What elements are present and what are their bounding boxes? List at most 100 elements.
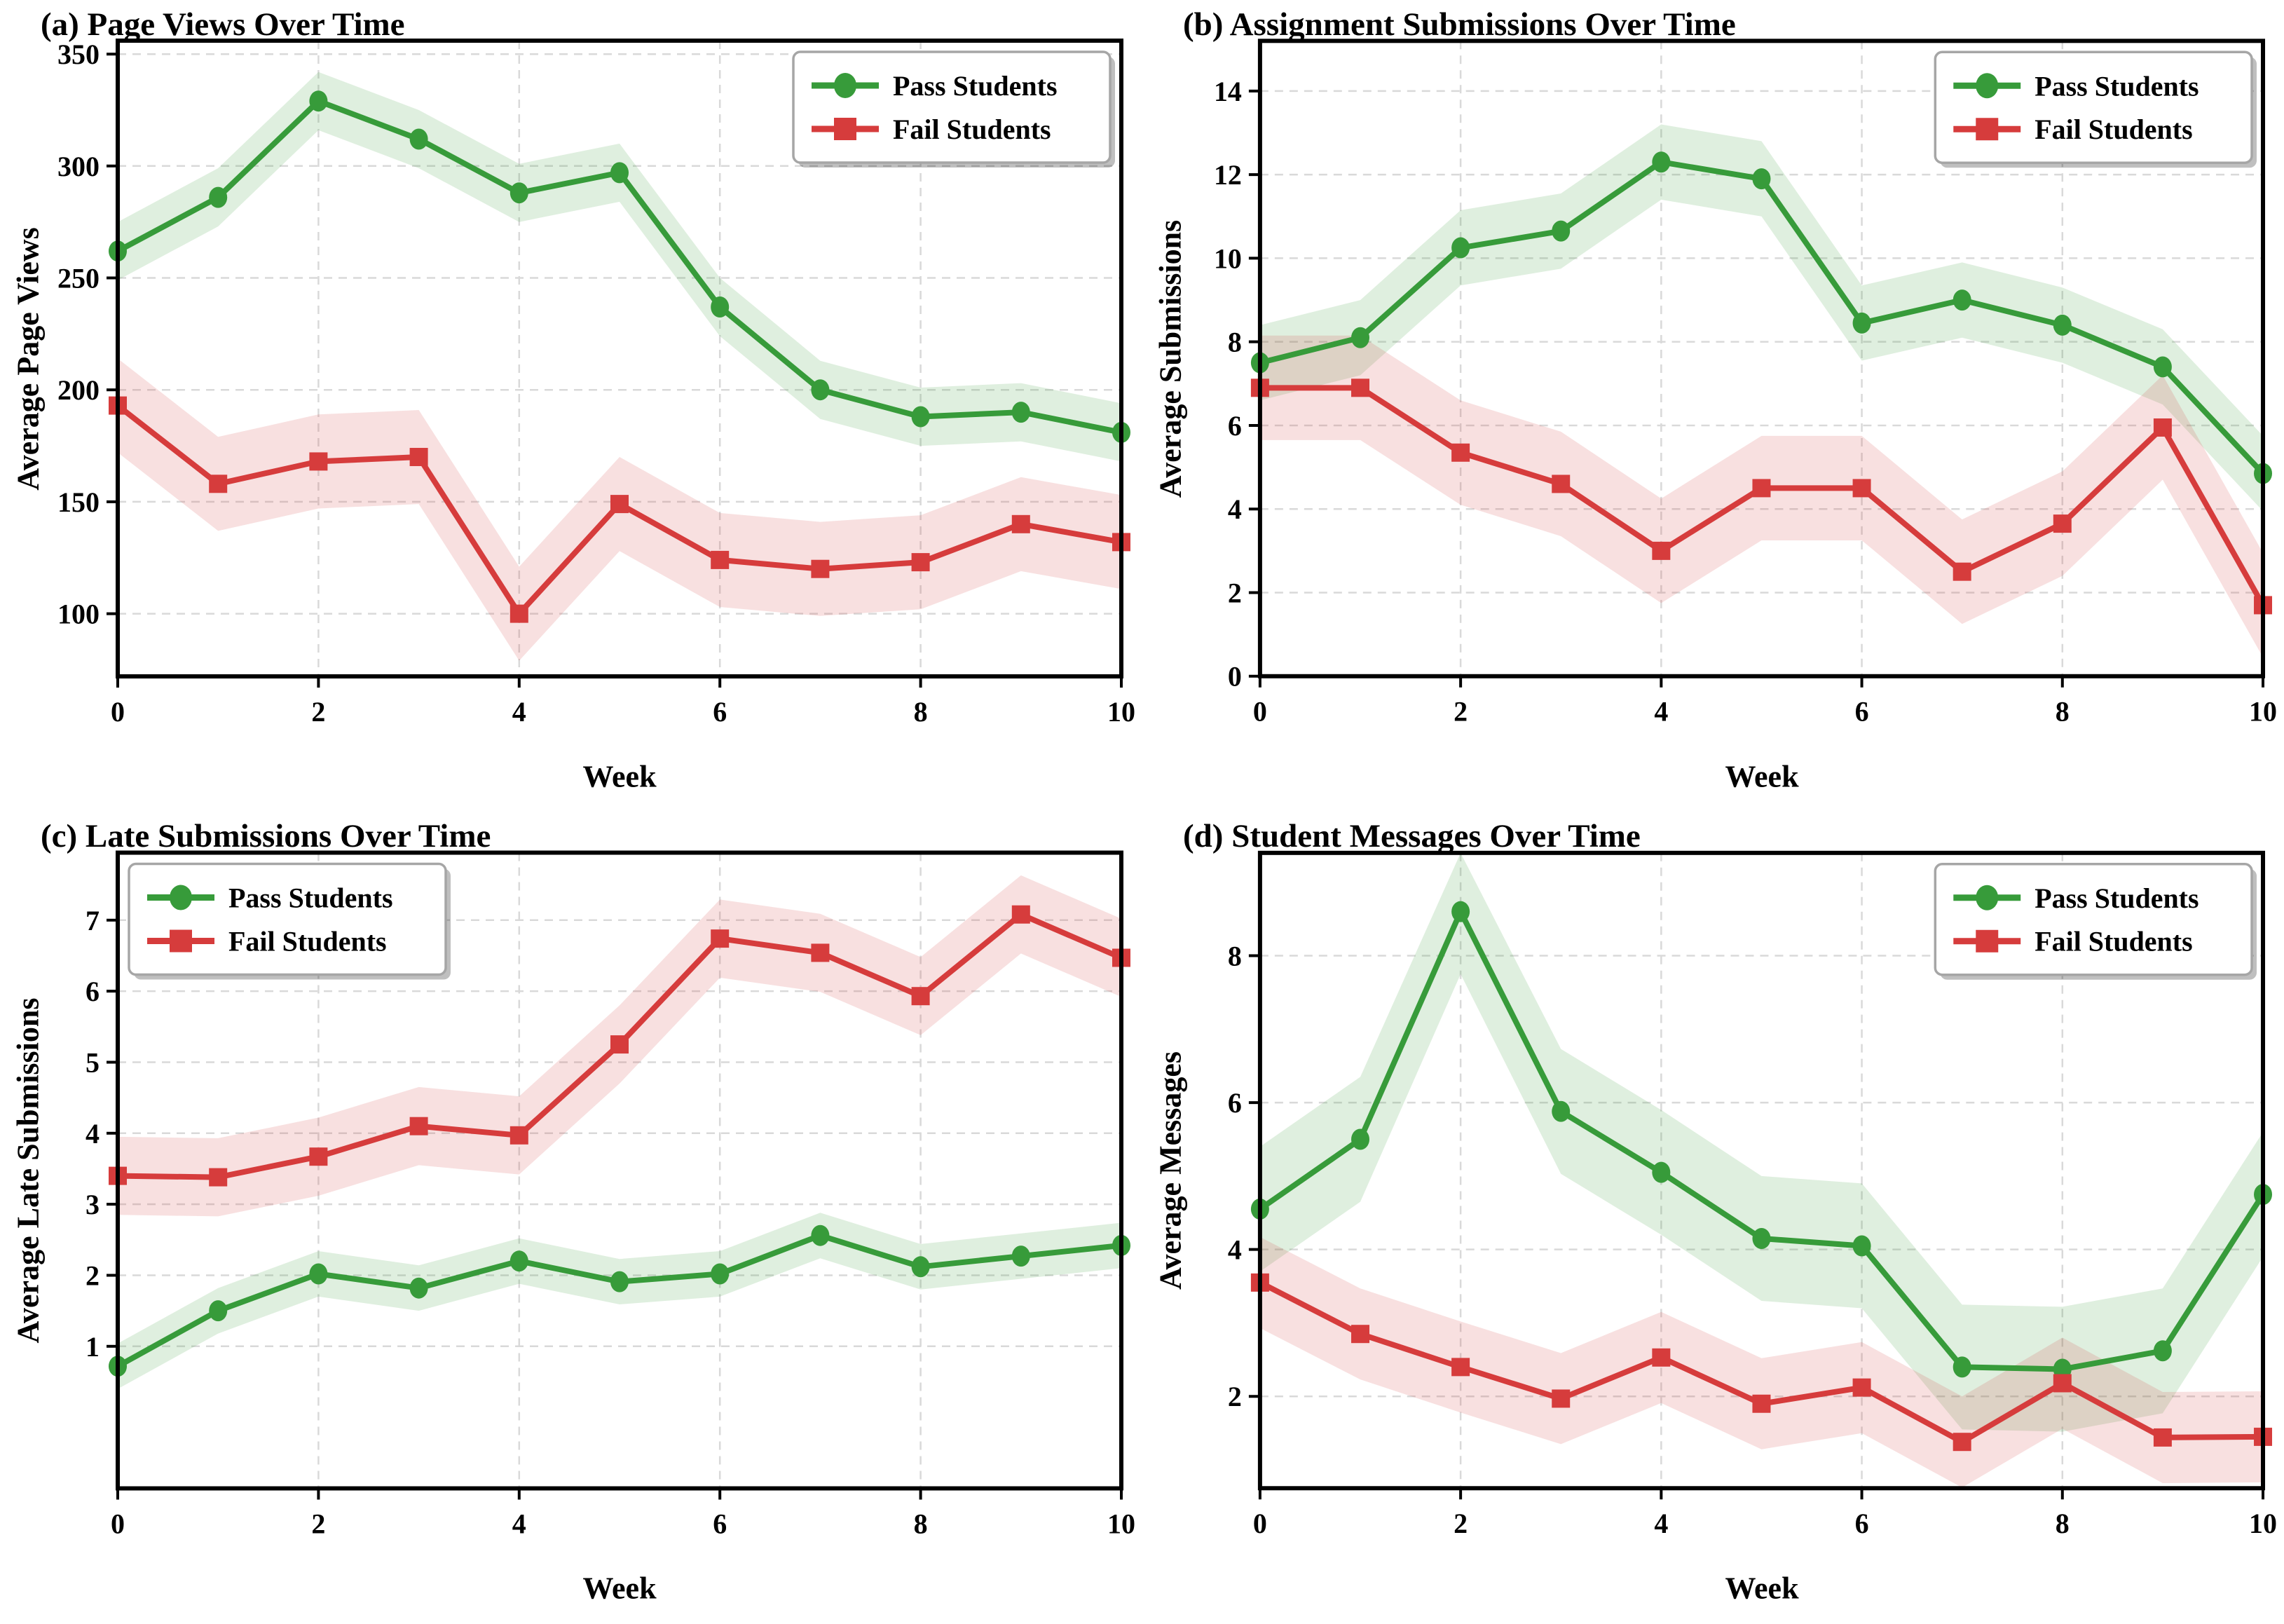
- svg-text:7: 7: [86, 905, 100, 936]
- chart-title-a: (a) Page Views Over Time: [41, 6, 405, 43]
- x-axis-label-c: Week: [582, 1571, 657, 1606]
- axis-ticks: [107, 918, 1123, 1500]
- panel-b: (b) Assignment Submissions Over Time Ave…: [1142, 0, 2284, 812]
- legend-square-marker-icon: [170, 929, 192, 953]
- panel-a: (a) Page Views Over Time Average Page Vi…: [0, 0, 1142, 812]
- tick-labels: 0 2 4 6 8 10 2 4 6 8: [1228, 941, 2277, 1540]
- svg-text:0: 0: [1228, 661, 1242, 692]
- svg-text:6: 6: [1855, 696, 1869, 728]
- data-markers-fail: [109, 396, 1130, 623]
- legend: Pass Students Fail Students: [128, 862, 451, 980]
- legend: Pass Students Fail Students: [792, 50, 1115, 168]
- svg-text:5: 5: [86, 1047, 100, 1079]
- chart-canvas-messages: 0 2 4 6 8 10 2 4 6 8 Pass Students Fail Students: [1228, 850, 2277, 1540]
- legend-square-marker-icon: [834, 118, 856, 140]
- legend-label: Fail Students: [2035, 926, 2192, 957]
- legend-label: Fail Students: [893, 114, 1051, 145]
- legend-circle-marker-icon: [834, 73, 856, 98]
- svg-text:2: 2: [86, 1260, 100, 1292]
- legend-square-marker-icon: [1976, 929, 1999, 953]
- svg-text:2: 2: [1454, 1508, 1468, 1539]
- x-axis-label-a: Week: [582, 759, 657, 794]
- svg-text:8: 8: [1228, 327, 1242, 358]
- legend-label: Pass Students: [2035, 70, 2198, 102]
- plot-border: [1257, 39, 2266, 678]
- svg-text:250: 250: [57, 263, 100, 294]
- svg-text:150: 150: [57, 486, 100, 518]
- confidence-band-pass: [1259, 124, 2264, 512]
- legend-label: Fail Students: [2035, 114, 2192, 145]
- chart-title-c: (c) Late Submissions Over Time: [41, 818, 491, 854]
- svg-text:10: 10: [1107, 696, 1135, 728]
- confidence-band-pass: [118, 1213, 1121, 1389]
- legend: Pass Students Fail Students: [1934, 50, 2257, 168]
- x-axis-label-b: Week: [1725, 759, 1799, 794]
- svg-text:6: 6: [1228, 410, 1242, 442]
- svg-text:2: 2: [1228, 578, 1242, 609]
- svg-text:6: 6: [1855, 1508, 1869, 1539]
- legend-circle-marker-icon: [1976, 73, 1999, 99]
- legend-label: Fail Students: [228, 926, 387, 957]
- legend-box: [1934, 863, 2253, 976]
- svg-text:200: 200: [57, 374, 100, 406]
- legend-label: Pass Students: [893, 70, 1058, 102]
- svg-text:4: 4: [1654, 696, 1668, 728]
- svg-text:1: 1: [86, 1331, 100, 1363]
- svg-text:2: 2: [311, 1508, 325, 1540]
- svg-text:4: 4: [1228, 493, 1242, 525]
- svg-text:8: 8: [1228, 941, 1242, 972]
- svg-text:4: 4: [1654, 1508, 1668, 1539]
- legend-label: Pass Students: [228, 882, 393, 914]
- svg-text:4: 4: [1228, 1234, 1242, 1266]
- data-markers-pass: [109, 90, 1130, 443]
- svg-text:0: 0: [111, 1508, 125, 1540]
- svg-text:6: 6: [1228, 1087, 1242, 1119]
- legend: Pass Students Fail Students: [1934, 863, 2257, 980]
- svg-text:6: 6: [713, 1508, 727, 1540]
- svg-text:12: 12: [1214, 159, 1242, 191]
- svg-text:100: 100: [57, 599, 100, 630]
- confidence-band-pass: [1259, 852, 2264, 1432]
- data-markers-pass: [1250, 151, 2273, 484]
- svg-text:2: 2: [1454, 696, 1468, 728]
- x-axis-label-d: Week: [1725, 1571, 1799, 1606]
- legend-box: [792, 50, 1112, 164]
- svg-text:300: 300: [57, 151, 100, 182]
- legend-square-marker-icon: [1976, 118, 1999, 141]
- svg-text:8: 8: [914, 696, 928, 728]
- panel-c: (c) Late Submissions Over Time Average L…: [0, 812, 1142, 1624]
- svg-text:0: 0: [111, 696, 125, 728]
- plot-border: [1257, 850, 2266, 1491]
- svg-text:4: 4: [512, 1508, 526, 1540]
- chart-canvas-page-views: 0 2 4 6 8 10 100 150 200 250 300 350 Pass Students Fa…: [57, 39, 1135, 728]
- chart-title-d: (d) Student Messages Over Time: [1183, 818, 1641, 854]
- plot-border: [116, 39, 1123, 678]
- chart-title-b: (b) Assignment Submissions Over Time: [1183, 6, 1736, 43]
- legend-box: [1934, 50, 2253, 164]
- plot-border: [116, 850, 1123, 1491]
- data-markers-pass: [109, 1224, 1130, 1377]
- legend-label: Pass Students: [2035, 882, 2198, 914]
- tick-labels: 0 2 4 6 8 10 0 2 4 6 8 10 12 14: [1214, 76, 2277, 728]
- legend-circle-marker-icon: [1976, 885, 1999, 910]
- legend-circle-marker-icon: [170, 885, 192, 910]
- data-markers-fail: [109, 905, 1130, 1187]
- svg-text:350: 350: [57, 39, 100, 70]
- tick-labels: 0 2 4 6 8 10 100 150 200 250 300 350: [57, 39, 1135, 728]
- svg-text:10: 10: [1214, 243, 1242, 274]
- svg-text:6: 6: [86, 976, 100, 1007]
- svg-text:2: 2: [311, 696, 325, 728]
- svg-text:10: 10: [1107, 1508, 1135, 1540]
- confidence-band-fail: [1259, 1236, 2264, 1488]
- svg-text:0: 0: [1253, 696, 1267, 728]
- svg-text:8: 8: [914, 1508, 928, 1540]
- svg-text:14: 14: [1214, 76, 1242, 107]
- svg-text:6: 6: [713, 696, 727, 728]
- panel-d: (d) Student Messages Over Time Average M…: [1142, 812, 2284, 1624]
- svg-text:2: 2: [1228, 1381, 1242, 1412]
- svg-text:8: 8: [2056, 1508, 2070, 1539]
- svg-text:8: 8: [2056, 696, 2070, 728]
